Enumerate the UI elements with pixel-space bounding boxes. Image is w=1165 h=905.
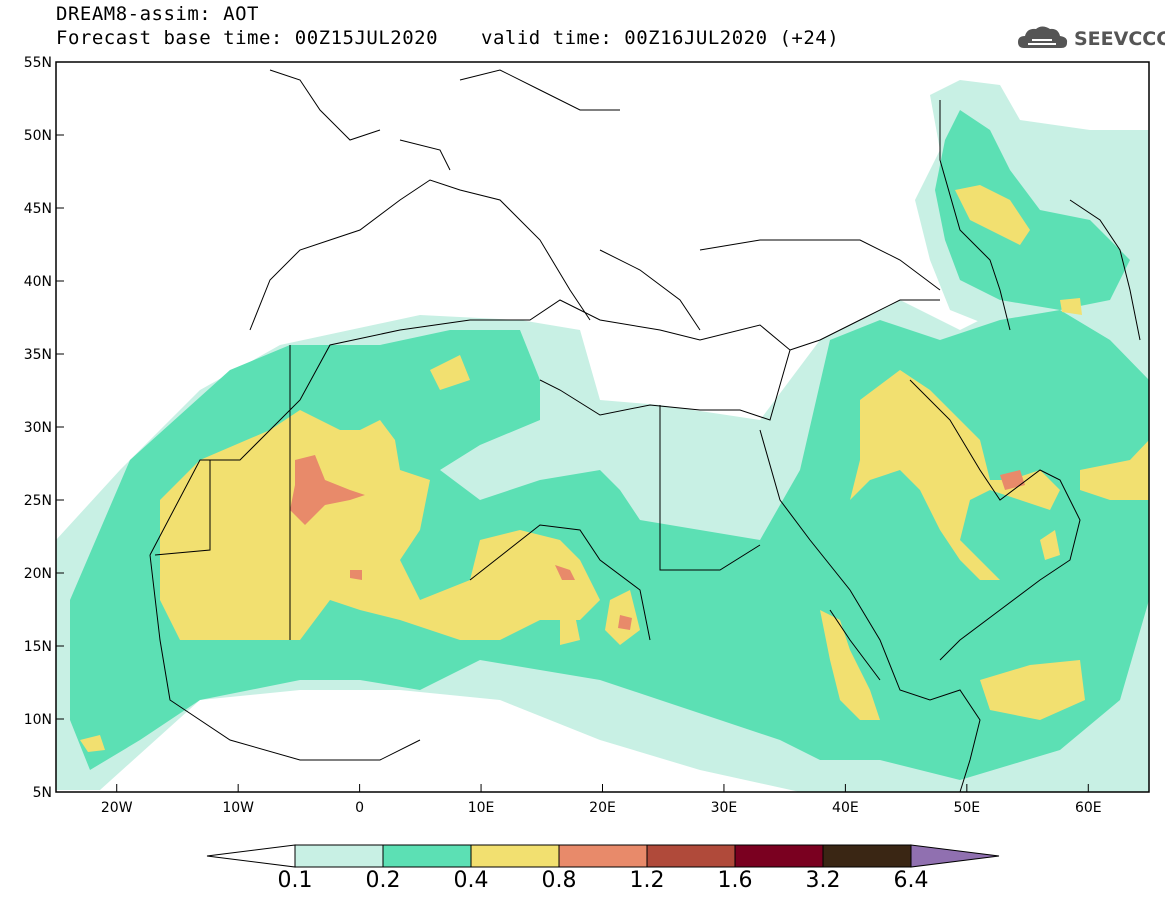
colorbar-over-arrow bbox=[910, 844, 1000, 868]
chart-title: DREAM8-assim: AOT bbox=[56, 3, 259, 25]
colorbar-swatch bbox=[470, 844, 560, 868]
aot-contour-f04 bbox=[1040, 530, 1060, 560]
colorbar-label: 3.2 bbox=[805, 868, 841, 893]
lon-tick-label: 0 bbox=[355, 800, 364, 816]
lon-tick-label: 60E bbox=[1075, 800, 1102, 816]
colorbar-swatch bbox=[646, 844, 736, 868]
colorbar-label: 0.8 bbox=[541, 868, 577, 893]
aot-contour-f04 bbox=[1060, 298, 1082, 315]
lat-tick-label: 5N bbox=[33, 785, 52, 801]
colorbar-swatch bbox=[558, 844, 648, 868]
lon-tick-label: 30E bbox=[711, 800, 738, 816]
colorbar bbox=[206, 844, 1000, 868]
colorbar-swatch bbox=[294, 844, 384, 868]
aot-contour-f08 bbox=[290, 455, 365, 525]
colorbar-label: 1.6 bbox=[717, 868, 753, 893]
aot-contour-f04 bbox=[980, 660, 1085, 720]
lat-tick-label: 40N bbox=[24, 274, 52, 290]
lat-tick-label: 10N bbox=[24, 712, 52, 728]
aot-contour-f08 bbox=[555, 565, 575, 580]
lat-tick-label: 25N bbox=[24, 493, 52, 509]
lon-tick-label: 10E bbox=[468, 800, 495, 816]
colorbar-label: 0.1 bbox=[277, 868, 313, 893]
lat-tick-label: 15N bbox=[24, 639, 52, 655]
colorbar-label: 6.4 bbox=[893, 868, 929, 893]
logo-text: SEEVCCC bbox=[1074, 28, 1165, 50]
aot-contour-f02 bbox=[935, 110, 1130, 310]
forecast-base-time: Forecast base time: 00Z15JUL2020 bbox=[56, 27, 439, 49]
aot-contour-f04 bbox=[80, 735, 105, 752]
lat-tick-label: 20N bbox=[24, 566, 52, 582]
aot-contour-f04 bbox=[160, 410, 600, 640]
aot-contour-f08 bbox=[350, 570, 362, 580]
cloud-icon bbox=[1018, 26, 1068, 48]
aot-contour-f04 bbox=[955, 185, 1030, 245]
lat-tick-label: 35N bbox=[24, 347, 52, 363]
lon-tick-label: 20E bbox=[589, 800, 616, 816]
lon-tick-label: 50E bbox=[953, 800, 980, 816]
lat-tick-label: 55N bbox=[24, 55, 52, 71]
coastlines bbox=[149, 69, 1141, 792]
aot-contour-f08 bbox=[618, 615, 632, 630]
colorbar-label: 1.2 bbox=[629, 868, 665, 893]
colorbar-swatch bbox=[734, 844, 824, 868]
valid-time: valid time: 00Z16JUL2020 (+24) bbox=[481, 27, 840, 49]
colorbar-label: 0.2 bbox=[365, 868, 401, 893]
lon-tick-label: 20W bbox=[101, 800, 133, 816]
lat-tick-label: 30N bbox=[24, 420, 52, 436]
aot-contour-f04 bbox=[1080, 440, 1149, 500]
lon-tick-label: 40E bbox=[832, 800, 859, 816]
lat-tick-label: 45N bbox=[24, 201, 52, 217]
aot-field bbox=[56, 80, 1149, 792]
colorbar-under-arrow bbox=[206, 844, 296, 868]
lon-tick-label: 10W bbox=[222, 800, 254, 816]
aot-contour-f08 bbox=[1000, 470, 1025, 490]
lat-tick-label: 50N bbox=[24, 128, 52, 144]
aot-contour-f04 bbox=[850, 370, 1060, 580]
colorbar-swatch bbox=[822, 844, 912, 868]
aot-contour-f04 bbox=[820, 610, 880, 720]
colorbar-label: 0.4 bbox=[453, 868, 489, 893]
aot-contour-f04 bbox=[560, 615, 580, 645]
colorbar-swatch bbox=[382, 844, 472, 868]
lon-axis: 20W 10W 0 10E 20E 30E 40E 50E 60E bbox=[101, 784, 1102, 816]
lat-axis: 55N 50N 45N 40N 35N 30N 25N 20N 15N 10N 5N bbox=[24, 55, 64, 801]
aot-contour-f04 bbox=[430, 355, 470, 390]
